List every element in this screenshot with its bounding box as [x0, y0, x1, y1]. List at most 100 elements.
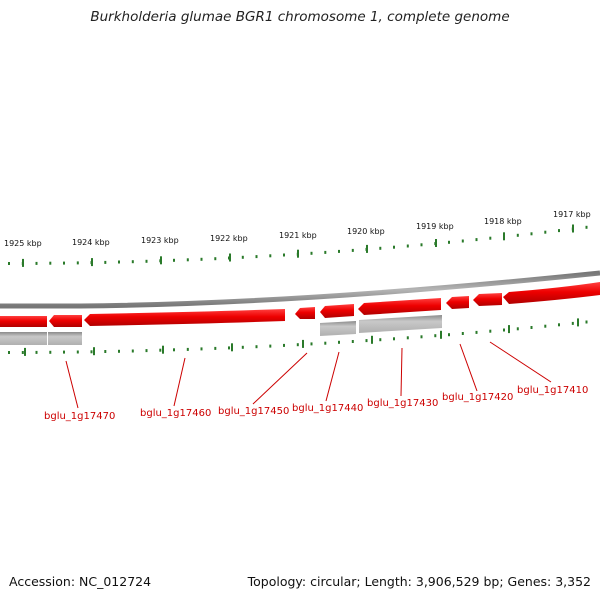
ruler-dot [63, 261, 65, 265]
ruler-dot [544, 230, 547, 234]
ruler-dot [489, 329, 492, 333]
gene-labels: bglu_1g17470 bglu_1g17460 bglu_1g17450 b… [44, 385, 588, 422]
ruler-label: 1918 kbp [484, 217, 522, 226]
ruler-dot [351, 248, 354, 252]
ruler-dot [461, 239, 464, 243]
ruler-dot [406, 336, 409, 340]
ruler-dot [558, 229, 560, 233]
gene-feature[interactable] [359, 315, 442, 333]
ruler-dot [296, 343, 299, 347]
gene-feature[interactable] [48, 332, 82, 345]
ruler-dot [269, 254, 272, 258]
ruler-dot [255, 255, 258, 259]
gene-arrow[interactable] [358, 298, 441, 315]
ruler-dot [530, 326, 533, 329]
ruler-dot [544, 324, 547, 328]
ruler-tick [297, 249, 299, 258]
ruler-dot [324, 341, 327, 345]
gene-arrow[interactable] [446, 296, 469, 309]
ruler-tick [22, 258, 24, 267]
ruler-dot [145, 259, 148, 263]
ruler-tick [572, 224, 574, 233]
ruler-tick [577, 318, 579, 327]
gene-track-grey [0, 315, 442, 345]
ruler-dot [351, 340, 354, 343]
gene-arrow[interactable] [49, 315, 82, 327]
ruler-dot [200, 347, 203, 351]
ruler-dot [63, 350, 65, 354]
ruler-dot [448, 333, 450, 337]
ruler-dot [585, 320, 588, 324]
gene-arrow[interactable] [0, 316, 47, 327]
upper-ruler [8, 224, 588, 267]
ruler-dot [186, 258, 189, 262]
ruler-dot [241, 345, 244, 349]
gene-label[interactable]: bglu_1g17430 [367, 398, 438, 409]
ruler-dot [200, 257, 203, 261]
ruler-tick [160, 256, 162, 265]
ruler-dot [104, 350, 107, 353]
ruler-dot [585, 225, 588, 229]
ruler-dot [338, 249, 340, 253]
ruler-dot [420, 243, 423, 247]
ruler-dot [173, 258, 175, 262]
ruler-labels: 1925 kbp 1924 kbp 1923 kbp 1922 kbp 1921… [4, 210, 591, 248]
label-leaders [65, 341, 552, 409]
ruler-dot [434, 334, 437, 338]
ruler-dot [558, 323, 560, 327]
ruler-dot [448, 240, 450, 244]
ruler-dot [131, 349, 134, 353]
ruler-dot [255, 345, 258, 349]
gene-label[interactable]: bglu_1g17470 [44, 411, 115, 422]
ruler-label: 1920 kbp [347, 227, 385, 236]
gene-arrow[interactable] [84, 309, 285, 326]
ruler-tick [229, 253, 231, 262]
ruler-dot [241, 255, 244, 259]
gene-label[interactable]: bglu_1g17450 [218, 406, 289, 417]
ruler-tick [91, 258, 93, 267]
ruler-dot [283, 253, 285, 257]
ruler-tick [24, 347, 26, 356]
ruler-tick [366, 244, 368, 253]
ruler-label: 1921 kbp [279, 231, 317, 240]
ruler-dot [214, 346, 217, 350]
ruler-label: 1922 kbp [210, 234, 248, 243]
ruler-dot [283, 343, 285, 347]
ruler-dot [393, 337, 395, 341]
gene-label[interactable]: bglu_1g17460 [140, 408, 211, 419]
gene-label[interactable]: bglu_1g17440 [292, 403, 363, 414]
ruler-dot [49, 350, 52, 354]
gene-label[interactable]: bglu_1g17410 [517, 385, 588, 396]
gene-arrow[interactable] [320, 304, 354, 318]
ruler-dot [214, 257, 217, 261]
gene-arrow[interactable] [503, 282, 600, 304]
ruler-dot [516, 233, 519, 237]
ruler-dot [145, 349, 148, 353]
ruler-dot [420, 335, 423, 339]
ruler-dot [118, 260, 120, 264]
ruler-dot [49, 261, 52, 265]
ruler-dot [530, 232, 533, 236]
gene-feature[interactable] [0, 332, 47, 345]
topology-text: Topology: circular; Length: 3,906,529 bp… [247, 574, 591, 589]
ruler-tick [508, 325, 510, 334]
gene-label[interactable]: bglu_1g17420 [442, 392, 513, 403]
ruler-tick [162, 345, 164, 354]
gene-arrow[interactable] [473, 293, 502, 306]
map-title: Burkholderia glumae BGR1 chromosome 1, c… [90, 9, 510, 25]
ruler-dot [35, 261, 38, 265]
ruler-dot [8, 262, 10, 265]
ruler-dot [379, 338, 382, 342]
ruler-dot [8, 351, 10, 354]
ruler-label: 1919 kbp [416, 222, 454, 231]
ruler-dot [269, 344, 272, 348]
gene-feature[interactable] [320, 321, 356, 336]
ruler-dot [90, 350, 93, 354]
ruler-dot [461, 332, 464, 335]
ruler-dot [21, 351, 24, 354]
ruler-tick [435, 239, 437, 247]
ruler-label: 1924 kbp [72, 238, 110, 247]
gene-arrow[interactable] [295, 307, 315, 319]
accession-text: Accession: NC_012724 [9, 574, 152, 589]
